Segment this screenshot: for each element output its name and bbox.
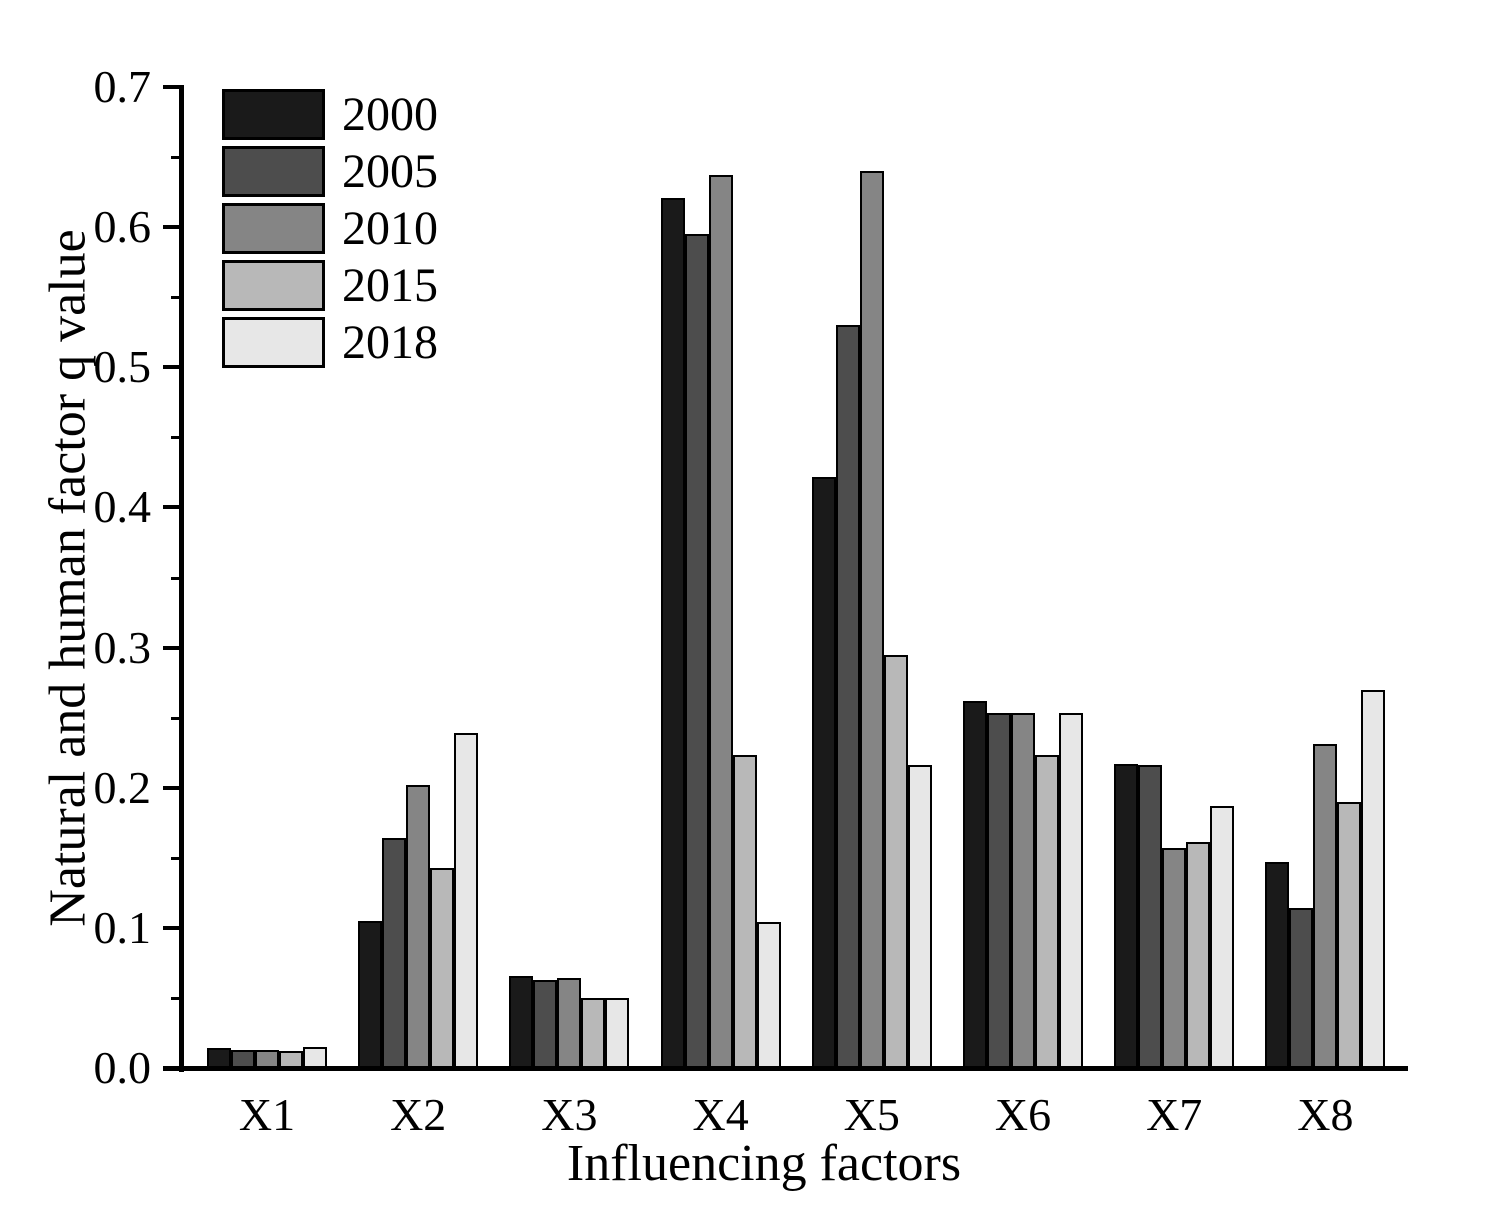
y-minor-tick <box>171 716 183 720</box>
bar-x6-2010 <box>1011 713 1035 1068</box>
legend-item-2000: 2000 <box>222 89 438 140</box>
y-tick-label: 0.0 <box>93 1042 152 1093</box>
x-category-label-x4: X4 <box>692 1089 749 1140</box>
bar-x3-2005 <box>533 980 557 1068</box>
bar-x7-2000 <box>1114 764 1138 1068</box>
legend-item-2005: 2005 <box>222 146 438 197</box>
bar-x6-2000 <box>963 701 987 1068</box>
bar-x1-2015 <box>279 1051 303 1068</box>
bar-x5-2010 <box>860 171 884 1068</box>
bar-x5-2005 <box>836 325 860 1068</box>
bar-x1-2010 <box>255 1050 279 1068</box>
y-major-tick <box>163 365 183 370</box>
bar-x2-2015 <box>430 868 454 1068</box>
bar-x3-2000 <box>509 976 533 1068</box>
y-minor-tick <box>171 576 183 580</box>
x-category-label-x6: X6 <box>994 1089 1052 1140</box>
legend-label-2010: 2010 <box>342 202 438 255</box>
legend-label-2015: 2015 <box>342 259 438 312</box>
y-major-tick <box>163 225 183 230</box>
legend-swatch-2005 <box>222 146 325 197</box>
bar-x3-2010 <box>557 978 581 1068</box>
legend-label-2005: 2005 <box>342 145 438 198</box>
bar-x6-2005 <box>987 713 1011 1068</box>
legend-swatch-2010 <box>222 203 325 254</box>
legend: 2000 2005 2010 2015 2018 <box>222 89 438 374</box>
y-tick-label: 0.5 <box>93 341 152 393</box>
y-major-tick <box>163 1066 183 1070</box>
x-category-label-x7: X7 <box>1146 1089 1203 1140</box>
bar-x1-2018 <box>303 1047 327 1068</box>
bar-x8-2000 <box>1265 862 1289 1068</box>
x-category-label-x8: X8 <box>1297 1089 1354 1140</box>
y-major-tick <box>163 785 183 790</box>
x-category-label-x2: X2 <box>390 1089 447 1140</box>
y-minor-tick <box>171 996 183 1000</box>
legend-swatch-2000 <box>222 89 325 140</box>
bar-x7-2015 <box>1186 842 1210 1068</box>
y-minor-tick <box>171 296 183 300</box>
y-major-tick <box>163 925 183 930</box>
legend-swatch-2015 <box>222 260 325 311</box>
bar-x4-2005 <box>685 234 709 1068</box>
bar-x2-2010 <box>406 785 430 1068</box>
x-category-label-x5: X5 <box>843 1089 900 1140</box>
bar-x4-2010 <box>709 175 733 1068</box>
y-tick-label: 0.2 <box>93 761 152 813</box>
bar-x4-2000 <box>661 198 685 1068</box>
legend-swatch-2018 <box>222 317 325 368</box>
bar-x7-2005 <box>1138 765 1162 1068</box>
y-tick-label: 0.7 <box>93 61 152 112</box>
bar-x1-2000 <box>207 1048 231 1068</box>
bar-x5-2015 <box>884 655 908 1068</box>
bar-x2-2018 <box>454 733 478 1068</box>
legend-label-2000: 2000 <box>342 88 438 141</box>
bar-x8-2010 <box>1313 744 1337 1068</box>
y-minor-tick <box>171 156 183 160</box>
bar-x1-2005 <box>231 1050 255 1068</box>
y-tick-label: 0.6 <box>93 201 152 253</box>
legend-item-2010: 2010 <box>222 203 438 254</box>
bar-x8-2015 <box>1337 802 1361 1068</box>
y-minor-tick <box>171 436 183 440</box>
x-axis-title: Influencing factors <box>566 1135 962 1192</box>
bar-x2-2000 <box>358 921 382 1068</box>
bar-x4-2018 <box>757 922 781 1068</box>
bar-x4-2015 <box>733 755 757 1068</box>
bar-x6-2018 <box>1059 713 1083 1068</box>
y-major-tick <box>163 85 183 89</box>
y-major-tick <box>163 505 183 510</box>
x-axis-spine <box>163 1066 1408 1071</box>
bar-x8-2018 <box>1361 690 1385 1068</box>
legend-item-2015: 2015 <box>222 260 438 311</box>
bar-x3-2015 <box>581 998 605 1068</box>
x-category-label-x1: X1 <box>238 1089 296 1140</box>
bar-x8-2005 <box>1289 908 1313 1068</box>
y-tick-label: 0.4 <box>93 481 152 533</box>
y-minor-tick <box>171 856 183 860</box>
bar-x5-2018 <box>908 765 932 1068</box>
bar-x7-2010 <box>1162 848 1186 1068</box>
y-major-tick <box>163 645 183 650</box>
legend-item-2018: 2018 <box>222 317 438 368</box>
bar-x5-2000 <box>812 477 836 1068</box>
bar-x6-2015 <box>1035 755 1059 1068</box>
bar-x3-2018 <box>605 998 629 1068</box>
legend-label-2018: 2018 <box>342 316 438 369</box>
y-tick-label: 0.1 <box>93 901 152 953</box>
y-tick-label: 0.3 <box>93 621 152 673</box>
bar-x7-2018 <box>1210 806 1234 1068</box>
x-category-label-x3: X3 <box>541 1089 598 1140</box>
bar-x2-2005 <box>382 838 406 1068</box>
